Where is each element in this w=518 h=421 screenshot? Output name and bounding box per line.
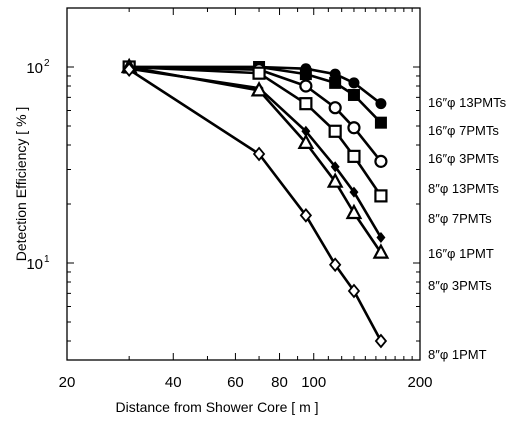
marker-open-diamond	[252, 146, 266, 162]
series-label: 16″φ 7PMTs	[428, 123, 499, 138]
series-line	[129, 65, 382, 163]
marker-open-circle	[299, 79, 313, 93]
y-tick-exponent: 1	[44, 254, 50, 265]
plot-frame	[66, 7, 421, 361]
marker-filled-diamond	[301, 125, 311, 137]
series-line	[128, 68, 383, 342]
marker-filled-circle	[375, 98, 387, 110]
series-label: 8″φ 7PMTs	[428, 211, 492, 226]
marker-open-diamond	[122, 62, 136, 78]
marker-filled-circle	[348, 77, 360, 89]
series-label: 8″φ 13PMTs	[428, 181, 499, 196]
y-tick-label: 10	[26, 256, 43, 273]
x-tick-label: 60	[227, 374, 244, 391]
marker-filled-circle	[329, 68, 341, 80]
marker-filled-diamond	[330, 161, 340, 173]
marker-open-triangle	[372, 243, 390, 259]
x-axis-title: Distance from Shower Core [ m ]	[115, 399, 318, 415]
marker-filled-square	[329, 76, 342, 89]
marker-open-diamond	[328, 257, 342, 273]
marker-filled-square	[347, 88, 360, 101]
marker-open-square	[347, 149, 361, 163]
y-tick-exponent: 2	[44, 58, 50, 69]
series-label: 16″φ 1PMT	[428, 246, 494, 261]
marker-filled-square	[299, 68, 312, 81]
marker-filled-square	[374, 116, 387, 129]
x-tick-label: 20	[59, 374, 76, 391]
y-tick-label: 10	[26, 60, 43, 77]
marker-open-square	[374, 189, 388, 203]
x-tick-label: 100	[301, 374, 326, 391]
marker-open-square	[252, 66, 266, 80]
marker-open-triangle	[345, 203, 363, 220]
marker-open-triangle	[297, 133, 315, 149]
marker-filled-diamond	[376, 231, 386, 243]
marker-open-triangle	[250, 81, 268, 97]
series-line	[129, 65, 382, 197]
x-tick-label: 40	[165, 374, 182, 391]
marker-open-circle	[328, 101, 342, 115]
series-label: 8″φ 3PMTs	[428, 278, 492, 293]
marker-open-square	[328, 124, 342, 138]
y-axis-title: Detection Efficiency [ % ]	[13, 107, 29, 262]
series-line	[129, 67, 383, 239]
x-tick-label: 80	[271, 374, 288, 391]
marker-filled-diamond	[349, 186, 359, 198]
marker-open-triangle	[326, 172, 344, 188]
series-label: 8″φ 1PMT	[428, 347, 487, 362]
series-label: 16″φ 3PMTs	[428, 151, 499, 166]
marker-open-circle	[347, 121, 361, 135]
series-label: 16″φ 13PMTs	[428, 95, 507, 110]
marker-open-diamond	[299, 207, 313, 223]
marker-open-diamond	[347, 283, 361, 299]
series-line	[128, 65, 382, 254]
x-tick-label: 200	[407, 374, 432, 391]
marker-open-diamond	[374, 333, 388, 349]
marker-open-circle	[374, 154, 388, 168]
marker-open-square	[299, 97, 313, 111]
